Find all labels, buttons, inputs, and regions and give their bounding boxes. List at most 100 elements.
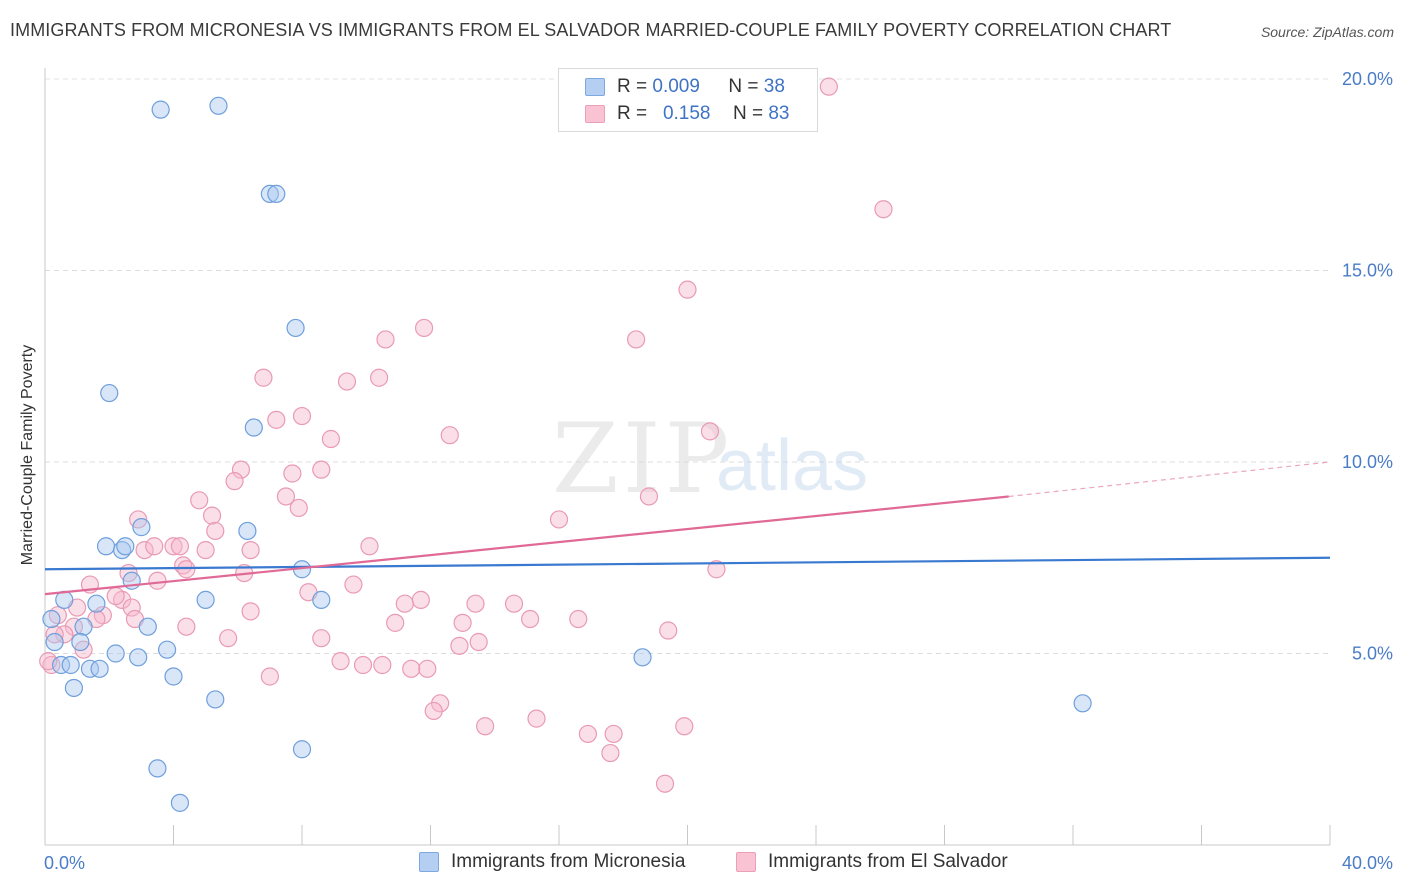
data-point	[170, 793, 190, 812]
x-tick-label: 0.0%	[44, 853, 85, 873]
data-point	[633, 648, 652, 667]
legend-label-micronesia: Immigrants from Micronesia	[451, 851, 686, 872]
data-point	[476, 717, 495, 736]
trend-line-el-salvador-extension	[1008, 461, 1331, 498]
data-point	[71, 632, 90, 652]
data-point	[283, 464, 302, 483]
data-point	[148, 759, 167, 778]
series-micronesia-points	[42, 96, 1092, 812]
data-point	[135, 540, 154, 560]
data-point	[106, 586, 125, 606]
y-tick-label: 20.0%	[1342, 69, 1393, 89]
data-point	[549, 510, 569, 529]
data-point	[267, 410, 286, 429]
legend-swatch-el-salvador	[585, 105, 605, 123]
legend-row-el-salvador: R = 0.158 N = 83	[559, 100, 789, 128]
data-point	[601, 743, 620, 763]
data-point	[286, 318, 305, 338]
data-point	[148, 571, 167, 590]
legend-n-label: N =	[728, 76, 759, 97]
stats-legend: R = 0.009 N = 38 R = 0.158 N = 83	[558, 68, 818, 132]
data-point	[100, 383, 119, 403]
data-point	[292, 740, 312, 759]
data-point	[55, 590, 74, 609]
data-point	[64, 678, 84, 698]
data-point	[164, 537, 183, 556]
data-point	[395, 594, 414, 613]
data-point	[61, 655, 80, 675]
data-point	[241, 602, 260, 621]
data-point	[440, 426, 459, 445]
data-point	[129, 648, 148, 667]
data-point	[276, 487, 296, 506]
data-point	[626, 330, 646, 349]
data-point	[466, 594, 485, 613]
legend-swatch-el-salvador	[736, 852, 756, 872]
series-el-salvador-points	[39, 77, 893, 793]
y-tick-label: 10.0%	[1342, 452, 1393, 472]
data-point	[209, 96, 228, 115]
data-point	[312, 590, 331, 609]
data-point	[106, 644, 125, 663]
data-point	[360, 537, 379, 556]
data-point	[386, 613, 405, 632]
trend-line-el-salvador	[44, 495, 1009, 596]
data-point	[64, 617, 84, 636]
data-point	[225, 472, 244, 491]
legend-r-value: 0.009	[652, 76, 700, 97]
data-point	[469, 632, 488, 652]
data-point	[80, 659, 100, 678]
trend-line-micronesia	[44, 556, 1331, 571]
data-point	[874, 200, 893, 219]
data-point	[337, 372, 357, 391]
data-point	[151, 100, 170, 119]
data-point	[659, 621, 678, 640]
data-point	[55, 625, 74, 644]
legend-n-value: 38	[763, 76, 785, 97]
y-tick-label: 5.0%	[1352, 644, 1393, 664]
data-point	[260, 184, 279, 203]
data-point	[1073, 694, 1092, 713]
data-point	[675, 717, 694, 736]
axes	[44, 68, 1331, 846]
data-point	[370, 368, 389, 387]
data-point	[604, 724, 623, 744]
data-point	[244, 418, 263, 437]
legend-n-label: N =	[732, 103, 764, 124]
data-point	[87, 594, 106, 613]
legend-r-value: 0.158	[662, 103, 711, 124]
data-point	[132, 518, 151, 537]
data-point	[196, 540, 215, 560]
data-point	[678, 280, 697, 299]
data-point	[331, 652, 350, 671]
data-point	[96, 537, 116, 556]
data-point	[267, 184, 286, 203]
data-point	[254, 368, 273, 387]
data-point	[414, 318, 434, 338]
legend-swatch-micronesia	[419, 852, 439, 872]
data-point	[402, 659, 421, 678]
legend-r-label: R =	[617, 103, 648, 124]
data-point	[90, 659, 109, 678]
legend-label-el-salvador: Immigrants from El Salvador	[768, 851, 1008, 872]
data-point	[707, 560, 726, 579]
data-point	[578, 724, 598, 744]
data-point	[353, 655, 373, 675]
data-point	[116, 537, 135, 556]
data-point	[418, 659, 437, 678]
data-point	[138, 617, 157, 636]
data-point	[122, 598, 141, 617]
data-point	[569, 609, 588, 629]
legend-row-micronesia: R = 0.009 N = 38	[559, 73, 785, 101]
legend-swatch-micronesia	[585, 78, 605, 96]
data-point	[312, 460, 331, 479]
data-point	[145, 537, 164, 556]
data-point	[45, 625, 64, 644]
data-point	[450, 636, 469, 655]
data-point	[206, 521, 225, 541]
chart-title: IMMIGRANTS FROM MICRONESIA VS IMMIGRANTS…	[10, 20, 1172, 40]
data-point	[219, 629, 238, 648]
data-point	[206, 690, 225, 709]
y-tick-label: 15.0%	[1342, 261, 1393, 281]
